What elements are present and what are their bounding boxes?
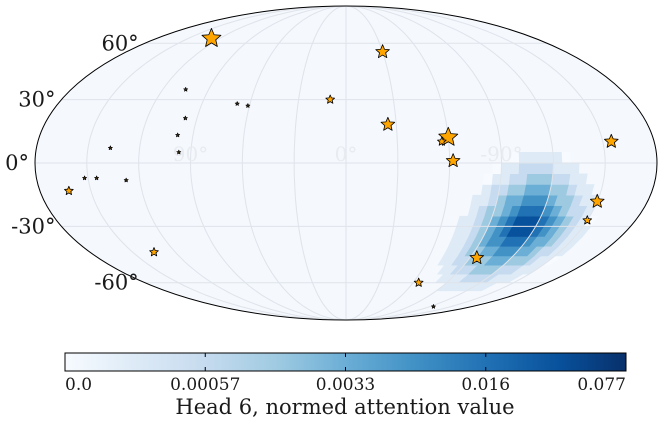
star-marker [176, 149, 182, 155]
graticule [35, 6, 657, 320]
heatmap-cell [561, 151, 571, 164]
star-marker [82, 175, 87, 181]
colorbar-tick-label: 0.077 [577, 375, 626, 395]
meridian-line [345, 6, 503, 320]
star-marker [582, 215, 593, 225]
star-marker [107, 145, 113, 151]
heatmap-cell [552, 162, 563, 175]
star-marker [149, 247, 159, 257]
star-marker [94, 175, 100, 181]
star-marker [245, 103, 251, 108]
lat-tick-label: 60° [101, 31, 138, 55]
colorbar-tick-label: 0.016 [461, 375, 510, 395]
star-marker [469, 250, 485, 265]
star-marker [437, 136, 447, 146]
attention-heatmap [434, 151, 601, 292]
lon-tick-label: 0° [335, 142, 358, 166]
colorbar-tick-label: 0.0 [65, 375, 92, 395]
star-marker [64, 185, 74, 196]
star-marker [183, 86, 189, 92]
star-marker [123, 177, 129, 183]
star-marker [234, 101, 240, 106]
meridian-line [86, 6, 347, 320]
colorbar-tick-label: 0.00057 [170, 375, 240, 395]
meridian-line [293, 6, 347, 320]
longitude-labels: 90° 0° -90° [173, 142, 523, 166]
heatmap-cell [561, 162, 571, 175]
colorbar: 0.0 0.00057 0.0033 0.016 0.077 Head 6, norme… [64, 352, 627, 419]
star-marker [604, 133, 619, 148]
map-outline [34, 5, 658, 321]
heatmap-cell [535, 162, 546, 175]
lat-tick-label: -60° [94, 271, 138, 295]
lat-tick-label: 30° [18, 88, 55, 112]
colorbar-label: Head 6, normed attention value [175, 395, 514, 419]
heatmap-cell [543, 162, 554, 175]
latitude-labels: 60° 30° 0° -30° -60° [5, 31, 139, 294]
star-marker [431, 304, 436, 309]
heatmap-cell [508, 173, 519, 185]
heatmap-cell [569, 162, 580, 175]
star-marker [201, 28, 222, 47]
heatmap-cell [543, 151, 554, 164]
meridian-line [345, 6, 399, 320]
heatmap-cell [526, 162, 537, 175]
lon-tick-label: -90° [480, 142, 522, 166]
heatmap-cell [516, 173, 528, 185]
colorbar-tick-label: 0.0033 [316, 375, 375, 395]
heatmap-cell [525, 173, 536, 185]
heatmap-cell [526, 151, 537, 164]
star-marker [445, 153, 461, 168]
heatmap-cell [535, 151, 546, 164]
star-marker [375, 44, 390, 59]
meridian-line [189, 6, 347, 320]
heatmap-cell [470, 194, 482, 207]
source-markers [64, 28, 619, 309]
star-marker [182, 115, 188, 121]
lat-tick-label: 0° [5, 151, 29, 175]
star-marker [590, 193, 605, 208]
heatmap-cell [491, 173, 502, 185]
star-marker [380, 116, 396, 131]
lon-tick-label: 90° [173, 142, 208, 166]
heatmap-cell [480, 184, 492, 196]
star-marker [413, 277, 424, 287]
heatmap-cell [533, 173, 545, 185]
heatmap-cell [552, 151, 563, 164]
lat-tick-label: -30° [11, 214, 55, 238]
meridian-line [241, 6, 347, 320]
meridian-line [345, 6, 606, 320]
colorbar-ticks: 0.0 0.00057 0.0033 0.016 0.077 [64, 353, 627, 395]
meridian-line [345, 6, 554, 320]
heatmap-cell [482, 173, 493, 185]
star-marker [175, 132, 181, 138]
star-marker [325, 94, 335, 104]
